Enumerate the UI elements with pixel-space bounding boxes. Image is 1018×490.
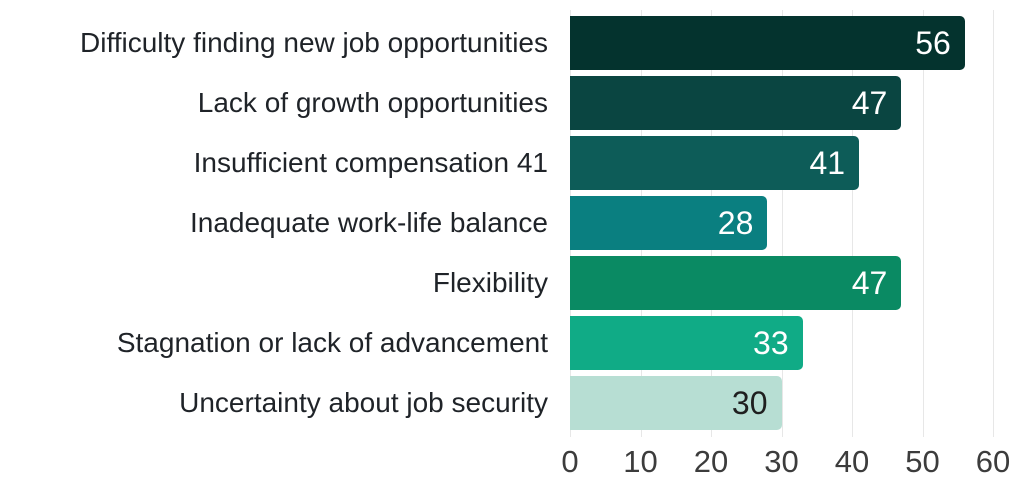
x-axis: 0 10 20 30 40 50 60 xyxy=(561,441,1010,485)
bar-value-label: 47 xyxy=(851,265,888,301)
category-label: Inadequate work-life balance xyxy=(189,207,548,238)
x-tick-label: 60 xyxy=(975,444,1011,479)
bar: 47 xyxy=(570,256,902,310)
category-label: Stagnation or lack of advancement xyxy=(116,327,548,358)
bar-value-label: 28 xyxy=(717,205,754,241)
bar: 56 xyxy=(570,16,965,70)
category-axis: Difficulty finding new job opportunities… xyxy=(0,10,548,437)
category-label: Flexibility xyxy=(432,267,548,298)
plot-area: 56 47 41 28 47 33 30 xyxy=(570,10,994,437)
gridline xyxy=(852,10,853,437)
bar-value-label: 47 xyxy=(851,85,888,121)
bar-value-label: 41 xyxy=(809,145,846,181)
bar: 30 xyxy=(570,376,782,430)
gridline xyxy=(922,10,924,437)
bar: 28 xyxy=(570,196,768,250)
bar: 41 xyxy=(570,136,860,190)
bar-value-label: 56 xyxy=(915,25,951,61)
x-tick-label: 10 xyxy=(623,444,658,479)
category-label: Insufficient compensation 41 xyxy=(193,147,548,178)
bar: 33 xyxy=(570,316,803,370)
bar: 47 xyxy=(570,76,902,130)
x-tick-label: 50 xyxy=(905,444,940,479)
x-tick-label: 0 xyxy=(561,444,579,479)
bar-value-label: 30 xyxy=(731,385,768,421)
x-tick-label: 40 xyxy=(834,444,870,479)
x-tick-label: 20 xyxy=(693,444,729,479)
category-label: Difficulty finding new job opportunities xyxy=(80,27,548,58)
gridline xyxy=(993,10,994,437)
gridline xyxy=(781,10,783,437)
category-label: Uncertainty about job security xyxy=(179,387,548,418)
bar-value-label: 33 xyxy=(753,325,789,361)
category-label: Lack of growth opportunities xyxy=(197,87,548,118)
x-tick-label: 30 xyxy=(764,444,799,479)
